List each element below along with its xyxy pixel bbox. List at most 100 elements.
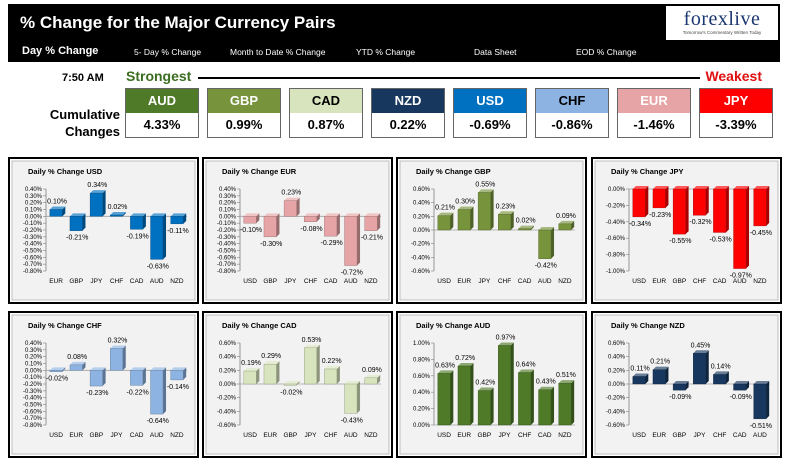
bar-side [357,381,361,414]
bar-top [693,350,709,354]
bar-chf [713,374,727,385]
bar-cad [518,228,532,231]
y-tick-label: -0.70% [23,416,43,422]
bar-top [632,186,649,189]
tab-ytd-change[interactable]: YTD % Change [356,47,416,57]
tab-month-to-date-change[interactable]: Month to Date % Change [230,47,326,57]
plot-area [399,314,584,455]
bar-nzd [558,382,572,426]
bar-top [170,213,187,217]
bar-jpy [283,200,297,217]
bar-aud [344,383,358,414]
y-tick-label: 0.40% [413,201,431,207]
data-label: -0.55% [669,238,691,245]
bar-side [316,213,320,222]
y-tick-label: 0.60% [608,341,626,347]
bar-top [243,368,260,372]
bar-top [243,213,260,217]
y-tick-label: 0.40% [25,341,43,347]
bar-side [705,186,709,216]
x-tick-label: CHF [324,432,337,439]
y-tick-label: -0.60% [23,409,43,415]
cumulative-value: -0.69% [469,117,511,132]
bar-side [377,213,381,231]
bar-side [296,197,300,217]
bar-top [110,345,126,349]
x-tick-label: AUD [150,432,164,439]
data-label: 0.43% [536,379,556,386]
currency-header: NZD [372,89,444,113]
bar-side [705,350,709,384]
cumulative-value: -1.46% [633,117,675,132]
bar-gbp [477,390,491,426]
logo-tagline: Tomorrow's Commentary Written Today [682,30,762,35]
bar-cad [130,216,144,230]
data-label: -0.51% [750,423,772,430]
x-tick-label: NZD [364,432,378,439]
bar-side [470,362,474,425]
x-tick-label: CHF [304,278,317,285]
x-tick-label: JPY [694,432,707,439]
tab-eod-change[interactable]: EOD % Change [576,47,637,57]
y-tick-label: -0.20% [606,396,626,402]
bar-top [673,381,689,384]
bar-top [69,213,86,217]
x-tick-label: CAD [518,278,532,285]
bar-chf [518,372,532,426]
bar-top [90,367,106,371]
bar-jpy [304,347,317,385]
currency-header: GBP [208,89,280,113]
cumulative-cell-chf: CHF -0.86% [535,88,609,138]
y-tick-label: -0.20% [23,228,43,234]
bar-chf [110,214,123,217]
x-tick-label: CAD [713,278,727,285]
data-label: -0.02% [46,376,68,383]
x-tick-label: JPY [111,432,124,439]
cumulative-value: 0.87% [307,117,345,132]
data-label: -0.23% [649,212,671,219]
x-tick-label: EUR [69,432,83,439]
y-tick-label: 0.00% [219,214,237,220]
bar-aud [753,383,767,420]
bar-aud [150,216,164,260]
bar-top [673,186,689,189]
x-tick-label: USD [243,432,257,439]
data-label: -0.11% [167,228,189,235]
tab-data-sheet[interactable]: Data Sheet [474,47,517,57]
cumulative-label-line-2: Changes [65,124,120,139]
tab-day-change[interactable]: Day % Change [22,45,99,57]
bar-side [725,186,729,233]
cumulative-cell-usd: USD -0.69% [453,88,527,138]
bar-top [457,362,474,366]
bar-top [49,367,66,371]
y-tick-label: 1.00% [413,341,431,347]
y-tick-label: -0.60% [411,269,431,275]
x-tick-label: JPY [478,278,491,285]
bar-top [304,213,320,217]
data-label: 0.02% [108,204,128,211]
data-label: 0.22% [322,358,342,365]
bar-top [90,190,106,194]
bar-top [170,367,187,371]
tab-5-day-change[interactable]: 5- Day % Change [134,47,202,57]
bar-top [130,367,146,371]
bar-side [450,212,454,230]
bar-top [304,344,320,348]
x-tick-label: USD [437,278,451,285]
x-tick-label: GBP [672,432,686,439]
bar-side [725,371,729,384]
x-tick-label: NZD [753,278,767,285]
bar-side [276,213,280,237]
bar-aud [733,188,747,269]
y-tick-label: -0.50% [23,403,43,409]
bar-side [766,186,770,226]
bar-eur [652,369,666,385]
x-tick-label: GBP [672,278,686,285]
bar-jpy [477,192,491,231]
data-label: -0.30% [260,241,282,248]
bar-gbp [672,383,686,391]
bar-eur [457,365,471,426]
bar-side [551,227,555,259]
forexlive-logo[interactable]: forexlive Tomorrow's Commentary Written … [666,6,778,40]
bar-top [538,227,555,230]
